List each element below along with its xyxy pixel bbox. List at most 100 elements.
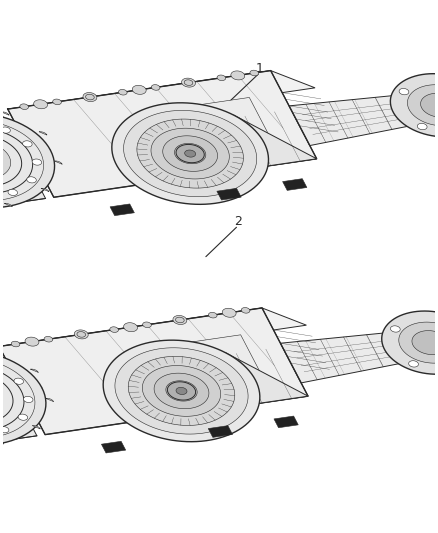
- Polygon shape: [241, 308, 250, 313]
- Polygon shape: [0, 147, 2, 174]
- Polygon shape: [274, 416, 298, 428]
- Polygon shape: [151, 98, 269, 150]
- Polygon shape: [409, 361, 418, 367]
- Polygon shape: [101, 441, 126, 453]
- Polygon shape: [46, 398, 53, 402]
- Polygon shape: [382, 311, 438, 374]
- Polygon shape: [41, 188, 49, 192]
- Polygon shape: [8, 189, 18, 196]
- Polygon shape: [14, 378, 24, 384]
- Polygon shape: [137, 119, 244, 188]
- Polygon shape: [0, 426, 9, 433]
- Polygon shape: [222, 308, 236, 317]
- Polygon shape: [167, 382, 196, 400]
- Text: 1: 1: [256, 62, 264, 75]
- Polygon shape: [174, 143, 206, 164]
- Polygon shape: [176, 387, 187, 394]
- Polygon shape: [417, 123, 427, 130]
- Polygon shape: [77, 332, 85, 337]
- Polygon shape: [0, 441, 4, 444]
- Polygon shape: [74, 330, 88, 339]
- Polygon shape: [103, 340, 260, 442]
- Polygon shape: [426, 96, 436, 116]
- Text: 2: 2: [234, 215, 242, 228]
- Polygon shape: [116, 115, 317, 183]
- Polygon shape: [250, 70, 258, 76]
- Polygon shape: [1, 112, 9, 115]
- Polygon shape: [0, 141, 11, 179]
- Polygon shape: [163, 136, 218, 171]
- Polygon shape: [18, 414, 28, 420]
- Polygon shape: [0, 358, 35, 438]
- Polygon shape: [407, 85, 438, 126]
- Polygon shape: [280, 330, 430, 383]
- Polygon shape: [4, 204, 12, 207]
- Polygon shape: [208, 426, 233, 438]
- Polygon shape: [166, 381, 197, 401]
- Polygon shape: [181, 78, 195, 87]
- Polygon shape: [151, 128, 230, 179]
- Polygon shape: [217, 75, 226, 80]
- Polygon shape: [0, 348, 37, 448]
- Polygon shape: [54, 161, 62, 164]
- Polygon shape: [0, 308, 307, 364]
- Polygon shape: [0, 113, 55, 208]
- Polygon shape: [44, 336, 53, 342]
- Polygon shape: [0, 120, 44, 200]
- Polygon shape: [399, 88, 409, 95]
- Polygon shape: [289, 93, 438, 146]
- Polygon shape: [154, 373, 209, 409]
- Polygon shape: [24, 397, 33, 402]
- Polygon shape: [399, 322, 438, 363]
- Polygon shape: [27, 177, 36, 183]
- Polygon shape: [11, 341, 20, 347]
- Polygon shape: [1, 127, 11, 133]
- Polygon shape: [231, 71, 245, 80]
- Polygon shape: [176, 144, 204, 163]
- Polygon shape: [152, 85, 160, 90]
- Polygon shape: [25, 337, 39, 346]
- Polygon shape: [83, 93, 97, 102]
- Polygon shape: [208, 312, 217, 318]
- Polygon shape: [124, 110, 257, 197]
- Polygon shape: [0, 110, 46, 211]
- Polygon shape: [412, 330, 438, 354]
- Polygon shape: [0, 127, 33, 193]
- Polygon shape: [30, 369, 39, 373]
- Polygon shape: [8, 70, 315, 126]
- Polygon shape: [0, 308, 308, 434]
- Polygon shape: [110, 327, 119, 333]
- Polygon shape: [34, 100, 48, 109]
- Polygon shape: [142, 366, 221, 416]
- Polygon shape: [0, 372, 13, 424]
- Polygon shape: [119, 90, 127, 95]
- Polygon shape: [173, 316, 187, 325]
- Polygon shape: [185, 150, 196, 157]
- Polygon shape: [142, 335, 261, 388]
- Polygon shape: [128, 357, 235, 425]
- Polygon shape: [0, 350, 46, 445]
- Polygon shape: [0, 365, 2, 370]
- Polygon shape: [112, 103, 268, 204]
- Polygon shape: [8, 70, 317, 197]
- Polygon shape: [283, 179, 307, 190]
- Polygon shape: [23, 141, 32, 147]
- Polygon shape: [115, 348, 248, 434]
- Polygon shape: [184, 80, 193, 85]
- Polygon shape: [107, 352, 308, 420]
- Polygon shape: [390, 74, 438, 137]
- Polygon shape: [20, 104, 28, 109]
- Polygon shape: [0, 379, 2, 417]
- Polygon shape: [176, 317, 184, 323]
- Polygon shape: [143, 322, 152, 328]
- Polygon shape: [0, 134, 21, 187]
- Polygon shape: [390, 326, 400, 332]
- Polygon shape: [32, 159, 42, 165]
- Polygon shape: [0, 365, 24, 431]
- Polygon shape: [32, 426, 40, 429]
- Polygon shape: [110, 204, 134, 216]
- Polygon shape: [39, 132, 47, 135]
- Polygon shape: [85, 94, 94, 100]
- Polygon shape: [132, 85, 146, 94]
- Polygon shape: [124, 322, 138, 332]
